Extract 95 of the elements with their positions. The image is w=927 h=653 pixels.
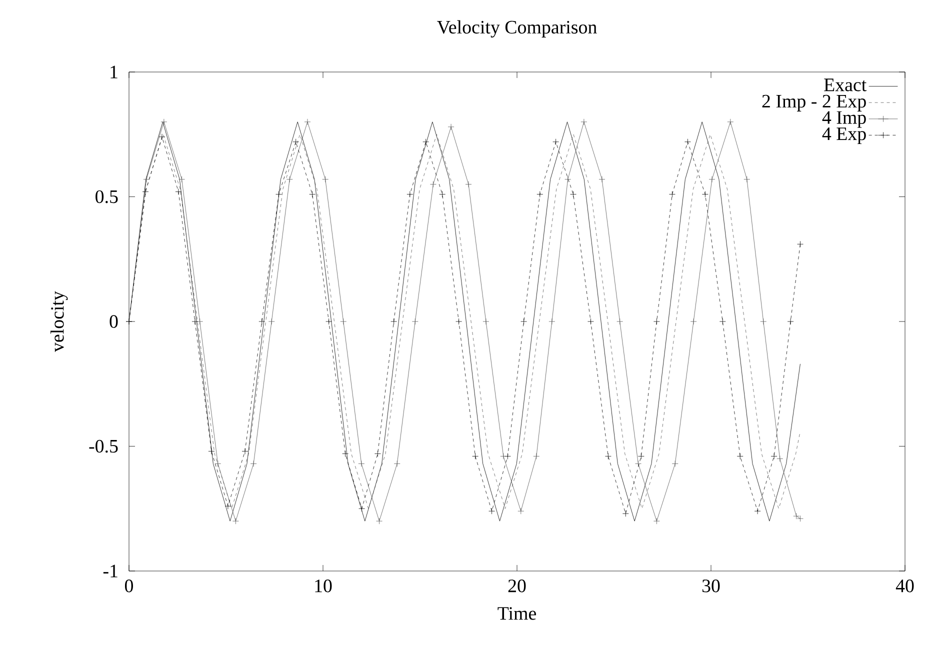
point: [309, 191, 316, 198]
x-tick-label: 10: [315, 580, 332, 592]
point: [598, 176, 606, 182]
point: [192, 318, 198, 325]
point: [342, 450, 349, 457]
point: [439, 191, 446, 198]
point: [684, 138, 691, 146]
point: [224, 502, 232, 510]
y-tick-label: 0: [110, 315, 118, 328]
point: [690, 318, 697, 325]
point: [143, 176, 150, 182]
point: [653, 518, 660, 524]
point: [504, 453, 511, 460]
point: [340, 318, 347, 325]
y-tick-label: -0.5: [89, 440, 118, 453]
point: [322, 176, 329, 182]
x-tick-label: 40: [896, 580, 914, 592]
point: [292, 138, 300, 146]
point: [520, 318, 527, 325]
x-tick-label: 20: [508, 580, 526, 592]
point: [448, 124, 454, 130]
point: [268, 318, 275, 325]
point: [736, 453, 744, 460]
y-axis-title: velocity: [50, 291, 68, 352]
point: [797, 240, 804, 248]
point: [552, 138, 560, 146]
point: [616, 318, 624, 325]
point: [258, 318, 266, 325]
point: [406, 191, 414, 198]
point: [232, 518, 239, 524]
legend-label: Exact: [824, 78, 867, 92]
point: [208, 448, 215, 454]
point: [394, 460, 400, 467]
point: [533, 453, 540, 460]
point: [588, 318, 594, 325]
point: [358, 460, 365, 467]
point: [672, 460, 678, 467]
chart-title: Velocity Comparison: [437, 20, 597, 38]
point: [776, 456, 784, 462]
point: [702, 191, 708, 198]
point: [754, 508, 761, 514]
point: [276, 191, 282, 198]
point: [793, 512, 800, 520]
legend-label: 2 Imp - 2 Exp: [762, 94, 866, 112]
point: [304, 118, 311, 126]
point: [669, 191, 676, 198]
point: [536, 191, 544, 198]
point: [286, 176, 293, 182]
point: [326, 318, 332, 325]
point: [158, 134, 166, 140]
legend-label: 4 Exp: [822, 128, 866, 144]
point: [760, 318, 767, 325]
point: [787, 318, 794, 325]
point: [376, 518, 382, 524]
point: [719, 318, 726, 325]
point: [456, 318, 462, 325]
point: [374, 450, 381, 457]
point: [160, 118, 168, 126]
point: [548, 318, 556, 325]
point: [465, 181, 472, 188]
point: [142, 188, 149, 195]
point: [196, 318, 204, 325]
point: [518, 508, 524, 514]
point: [214, 460, 222, 467]
point: [727, 118, 734, 126]
x-tick-label: 30: [702, 580, 720, 592]
point: [390, 318, 398, 325]
point: [250, 460, 257, 467]
y-tick-label: 1: [110, 66, 118, 78]
point: [770, 453, 778, 460]
point: [708, 176, 716, 182]
point: [744, 176, 750, 182]
x-axis-title: Time: [498, 607, 536, 620]
y-tick-label: -1: [103, 564, 118, 578]
point: [482, 318, 490, 325]
x-tick-label: 0: [124, 580, 133, 592]
point: [638, 453, 644, 460]
y-tick-label: 0.5: [96, 190, 118, 204]
point: [175, 188, 182, 195]
point: [488, 508, 495, 514]
point: [580, 118, 588, 126]
point: [604, 453, 612, 460]
point: [564, 176, 572, 182]
point: [422, 138, 430, 146]
point: [653, 318, 660, 325]
point: [178, 176, 185, 182]
legend-label: 4 Imp: [822, 111, 866, 128]
point: [242, 448, 248, 454]
point: [358, 505, 365, 512]
point: [412, 318, 418, 325]
point: [430, 181, 436, 188]
point: [472, 453, 478, 460]
point: [635, 460, 642, 467]
point: [797, 515, 804, 522]
point: [622, 510, 629, 517]
